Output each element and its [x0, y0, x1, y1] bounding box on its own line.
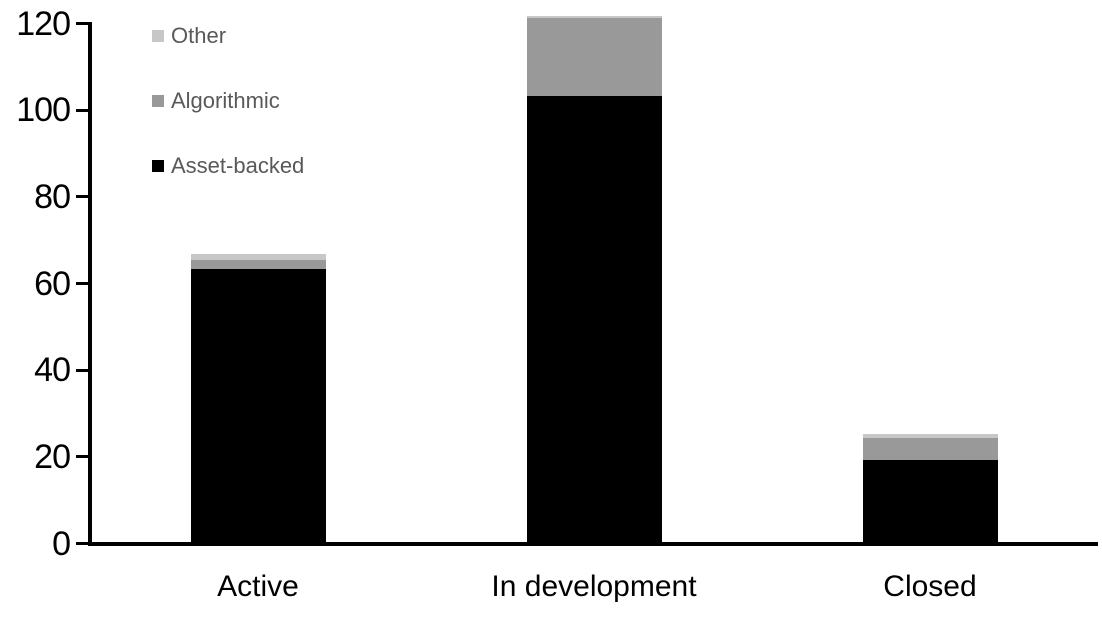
bar-segment-algorithmic-closed — [862, 438, 998, 460]
y-tick-label: 120 — [16, 4, 71, 43]
x-category-label-active: Active — [217, 570, 299, 603]
legend-label: Other — [171, 23, 227, 48]
legend-item-other: Other — [152, 24, 226, 48]
x-axis-line — [88, 542, 1098, 546]
x-category-label-in-development: In development — [491, 570, 697, 603]
legend-item-asset-backed: Asset-backed — [152, 154, 304, 178]
legend-item-algorithmic: Algorithmic — [152, 89, 280, 113]
legend-label: Algorithmic — [171, 88, 280, 113]
y-tick-mark — [76, 455, 90, 459]
y-tick-label: 20 — [34, 437, 71, 476]
legend-swatch-icon — [152, 160, 164, 172]
y-tick-label: 80 — [34, 177, 71, 216]
y-tick-mark — [76, 22, 90, 25]
bar-segment-asset-backed-closed — [862, 459, 998, 542]
bar-segment-other-in-development — [526, 15, 662, 18]
bar-segment-algorithmic-active — [190, 260, 326, 269]
x-category-label-closed: Closed — [883, 570, 977, 603]
y-tick-mark — [76, 195, 90, 199]
y-tick-label: 60 — [34, 264, 71, 303]
y-tick-mark — [76, 282, 90, 285]
bar-segment-algorithmic-in-development — [526, 17, 662, 96]
legend-swatch-icon — [152, 95, 164, 107]
y-tick-label: 40 — [34, 351, 71, 390]
legend-swatch-icon — [152, 30, 164, 42]
y-tick-mark — [76, 368, 90, 372]
y-tick-mark — [76, 108, 90, 112]
y-axis-line — [88, 22, 92, 546]
legend-label: Asset-backed — [171, 153, 305, 178]
y-tick-label: 100 — [16, 91, 71, 130]
y-tick-mark — [76, 542, 90, 545]
bar-segment-asset-backed-in-development — [526, 95, 662, 542]
bar-segment-asset-backed-active — [190, 269, 326, 542]
bar-segment-other-closed — [862, 433, 998, 438]
bar-segment-other-active — [190, 253, 326, 261]
y-tick-label: 0 — [52, 524, 71, 563]
